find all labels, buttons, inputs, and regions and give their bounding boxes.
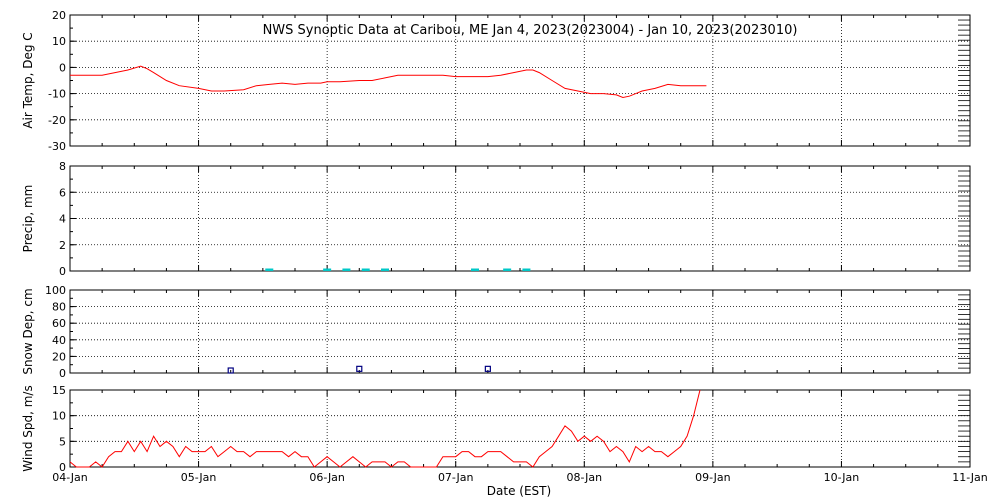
panel-precip: 0 2 4 6 8 Precip, mm (21, 160, 971, 278)
x-tick-label: 06-Jan (309, 471, 345, 484)
y-tick-label: 10 (52, 35, 66, 48)
precip-bar (265, 268, 274, 271)
y-tick-label: 6 (59, 186, 66, 199)
x-tick-label: 09-Jan (695, 471, 731, 484)
y-tick-label: 0 (59, 367, 66, 380)
panel-wind_speed: 0 5 10 15 Wind Spd, m/s 04-Jan 05-Jan 06-Jan 07-… (21, 384, 988, 484)
y-tick-label: 0 (59, 61, 66, 74)
y-axis-label: Snow Dep, cm (21, 288, 35, 374)
y-axis-label: Air Temp, Deg C (21, 32, 35, 128)
x-tick-label: 08-Jan (567, 471, 603, 484)
x-tick-label: 07-Jan (438, 471, 474, 484)
y-tick-label: -20 (48, 114, 66, 127)
y-tick-label: 100 (45, 284, 66, 297)
y-tick-label: -10 (48, 88, 66, 101)
precip-bar (342, 268, 351, 271)
panel-snow_depth: 0 20 40 60 80 100 Snow Dep, cm (21, 284, 971, 380)
precip-bar (361, 268, 370, 271)
y-tick-label: 40 (52, 334, 66, 347)
x-tick-label: 11-Jan (952, 471, 988, 484)
plot-frame (69, 389, 971, 468)
precip-bar (471, 268, 479, 271)
y-tick-label: 20 (52, 350, 66, 363)
y-tick-label: 8 (59, 160, 66, 173)
x-axis-label: Date (EST) (487, 484, 551, 498)
y-tick-label: 5 (59, 435, 66, 448)
y-tick-label: 20 (52, 9, 66, 22)
snow-depth-point (227, 367, 234, 374)
precip-bar (522, 268, 531, 271)
x-tick-label: 05-Jan (181, 471, 217, 484)
y-tick-label: 0 (59, 265, 66, 278)
x-tick-label: 04-Jan (52, 471, 88, 484)
series-line-air_temp (70, 65, 707, 99)
y-tick-label: 80 (52, 301, 66, 314)
precip-bar (503, 268, 512, 271)
y-tick-label: 10 (52, 410, 66, 423)
precip-bar (323, 268, 332, 271)
y-axis-label: Wind Spd, m/s (21, 385, 35, 471)
y-axis-label: Precip, mm (21, 185, 35, 253)
y-tick-label: 0 (59, 461, 66, 474)
plot-frame (69, 289, 971, 374)
y-tick-label: 2 (59, 239, 66, 252)
x-tick-label: 10-Jan (824, 471, 860, 484)
precip-bar (381, 268, 389, 271)
panel-air_temp: 20 10 0 -10 -20 -30 Air Temp, Deg C (21, 9, 971, 153)
y-tick-label: -30 (48, 140, 66, 153)
series-line-wind_speed (69, 389, 701, 468)
y-tick-label: 60 (52, 317, 66, 330)
chart-title: NWS Synoptic Data at Caribou, ME Jan 4, … (263, 23, 798, 38)
y-tick-label: 4 (59, 213, 66, 226)
y-tick-label: 15 (52, 384, 66, 397)
snow-depth-point (484, 365, 491, 372)
snow-depth-point (356, 365, 363, 372)
